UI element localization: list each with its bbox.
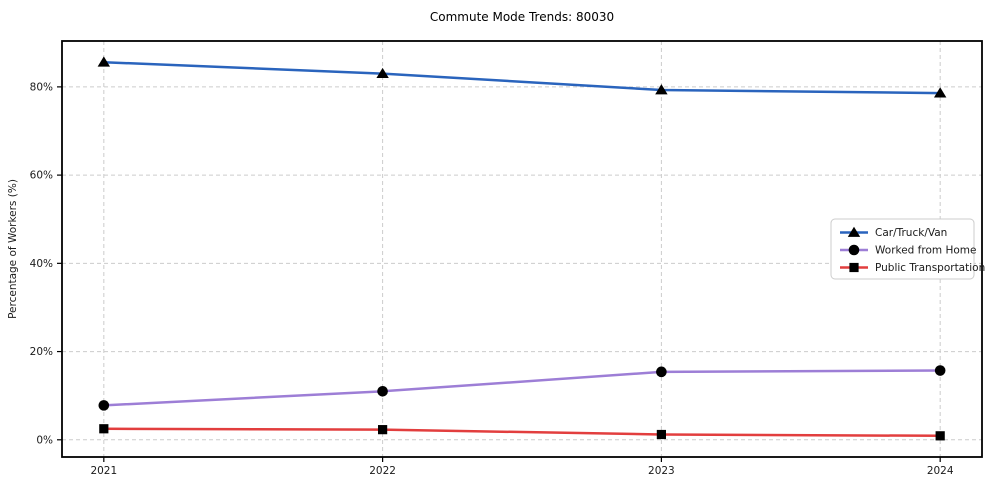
- series-car-truck-van: [97, 56, 947, 98]
- series-public-transportation: [99, 424, 945, 441]
- y-tick-label: 60%: [30, 170, 53, 182]
- data-point-marker: [933, 87, 947, 98]
- series-layer: [97, 56, 947, 441]
- legend: Car/Truck/Van Worked from Home Public Tran…: [830, 218, 985, 280]
- y-tick-label: 20%: [30, 346, 53, 358]
- y-tick-label: 0%: [36, 434, 53, 446]
- legend-box: [830, 218, 975, 280]
- series-line: [102, 369, 942, 407]
- data-point-marker: [655, 84, 668, 95]
- legend-item: Car/Truck/Van: [840, 226, 947, 239]
- data-point-marker: [656, 366, 667, 378]
- plot-border: [61, 40, 983, 458]
- data-point-marker: [98, 400, 110, 411]
- data-point-marker: [847, 226, 861, 237]
- x-tick-label: 2024: [927, 465, 954, 477]
- data-point-marker: [377, 385, 388, 397]
- y-axis-label: Percentage of Workers (%): [7, 179, 19, 319]
- y-tick-label: 80%: [30, 81, 53, 93]
- data-point-marker: [656, 429, 666, 440]
- data-point-marker: [849, 262, 859, 273]
- data-point-marker: [99, 424, 109, 434]
- series-line: [102, 60, 942, 95]
- x-tick-label: 2021: [90, 465, 117, 477]
- tick-layer: 0% 20% 40% 60% 80% 2021 2022 2023 2024: [30, 81, 954, 477]
- series-line: [102, 427, 942, 438]
- legend-item-label: Worked from Home: [875, 245, 976, 257]
- legend-item-label: Public Transportation: [875, 262, 985, 274]
- legend-item-label: Car/Truck/Van: [875, 227, 947, 239]
- data-point-marker: [376, 67, 389, 79]
- x-tick-label: 2023: [648, 465, 675, 477]
- data-point-marker: [97, 56, 111, 67]
- legend-item: Public Transportation: [840, 262, 985, 274]
- data-point-marker: [934, 365, 946, 376]
- chart-title: Commute Mode Trends: 80030: [430, 10, 614, 24]
- series-worked-from-home: [98, 365, 946, 411]
- legend-item: Worked from Home: [840, 245, 976, 257]
- y-tick-label: 40%: [30, 258, 53, 270]
- x-tick-label: 2022: [369, 465, 396, 477]
- data-point-marker: [848, 244, 860, 256]
- data-point-marker: [378, 425, 388, 435]
- data-point-marker: [935, 431, 945, 441]
